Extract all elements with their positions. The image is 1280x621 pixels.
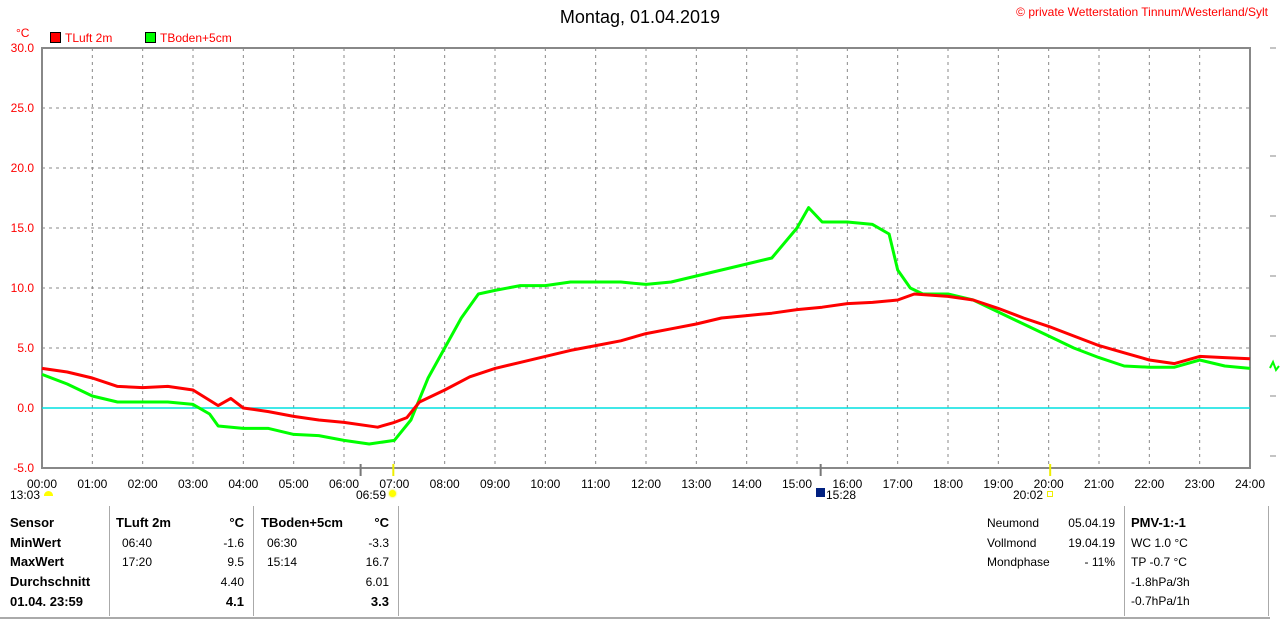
legend-label: TLuft 2m [65, 31, 113, 45]
x-tick-label: 16:00 [832, 477, 862, 491]
header-tboden-unit: °C [374, 515, 389, 530]
legend-swatch [50, 32, 61, 43]
cell-value: 16.7 [365, 555, 389, 569]
pmv-line: WC 1.0 °C [1131, 536, 1188, 550]
sunset-icon [1047, 491, 1053, 497]
moon-label: Vollmond [987, 536, 1037, 550]
x-tick-label: 14:00 [732, 477, 762, 491]
x-tick-label: 02:00 [128, 477, 158, 491]
header-tboden: TBoden+5cm [261, 515, 343, 530]
divider [109, 506, 110, 616]
bottom-border [0, 617, 1270, 619]
moonrise-time: 13:03 [10, 488, 41, 502]
moon-label: Mondphase [987, 555, 1050, 569]
cell-time: 15:14 [267, 555, 298, 569]
cell-value: -3.3 [368, 536, 389, 550]
divider [1268, 506, 1269, 616]
chart-title: Montag, 01.04.2019 [559, 7, 721, 27]
cell-value: 4.1 [225, 594, 244, 609]
y-tick-label: 15.0 [11, 221, 35, 235]
moonset-time: 15:28 [826, 488, 857, 502]
cell-value: 6.01 [365, 575, 389, 589]
plot-frame [41, 47, 1251, 469]
x-tick-label: 07:00 [379, 477, 409, 491]
x-tick-label: 05:00 [279, 477, 309, 491]
x-tick-label: 06:00 [329, 477, 359, 491]
series-line-tluft [41, 292, 1251, 429]
divider [1124, 506, 1125, 616]
y-tick-label: -5.0 [13, 461, 34, 475]
y-tick-label: 30.0 [11, 41, 35, 55]
cell-value: 4.40 [220, 575, 244, 589]
cell-value: 3.3 [370, 594, 389, 609]
y-tick-label: 20.0 [11, 161, 35, 175]
x-tick-label: 24:00 [1235, 477, 1265, 491]
row-label: MinWert [10, 535, 62, 550]
sunrise-icon [389, 490, 396, 497]
x-tick-label: 17:00 [883, 477, 913, 491]
cell-value: 9.5 [227, 555, 244, 569]
y-tick-label: 5.0 [17, 341, 34, 355]
moon-value: 05.04.19 [1068, 516, 1115, 530]
moon-value: 19.04.19 [1068, 536, 1115, 550]
x-tick-label: 13:00 [681, 477, 711, 491]
pmv-line: -1.8hPa/3h [1131, 575, 1190, 589]
pmv-line: TP -0.7 °C [1131, 555, 1187, 569]
x-tick-label: 08:00 [430, 477, 460, 491]
x-tick-label: 00:00 [27, 477, 57, 491]
series-line-tboden [41, 206, 1251, 446]
cell-time: 06:30 [267, 536, 298, 550]
header-sensor: Sensor [10, 515, 55, 530]
x-tick-label: 19:00 [983, 477, 1013, 491]
cell-time: 06:40 [122, 536, 153, 550]
cell-value: -1.6 [223, 536, 244, 550]
x-tick-label: 21:00 [1084, 477, 1114, 491]
right-edge-green-mark [1269, 359, 1280, 373]
y-tick-label: 10.0 [11, 281, 35, 295]
x-tick-label: 22:00 [1134, 477, 1164, 491]
x-tick-label: 03:00 [178, 477, 208, 491]
header-tluft: TLuft 2m [116, 515, 171, 530]
divider [253, 506, 254, 616]
legend-item-tboden: TBoden+5cm [145, 31, 232, 45]
x-tick-label: 10:00 [530, 477, 560, 491]
moonrise-icon [44, 491, 53, 496]
x-tick-label: 09:00 [480, 477, 510, 491]
y-tick-label: 25.0 [11, 101, 35, 115]
x-tick-label: 23:00 [1185, 477, 1215, 491]
row-label: 01.04. 23:59 [10, 594, 84, 609]
row-label: MaxWert [10, 554, 64, 569]
x-tick-label: 15:00 [782, 477, 812, 491]
sunrise-time: 06:59 [356, 488, 387, 502]
x-tick-label: 11:00 [581, 477, 610, 491]
x-tick-label: 01:00 [77, 477, 107, 491]
x-tick-label: 12:00 [631, 477, 661, 491]
legend-swatch [145, 32, 156, 43]
copyright: © private Wetterstation Tinnum/Westerlan… [1016, 5, 1268, 19]
cell-time: 17:20 [122, 555, 153, 569]
sunset-time: 20:02 [1013, 488, 1044, 502]
moon-value: - 11% [1084, 555, 1115, 569]
moonset-icon [816, 488, 825, 497]
pmv-title: PMV-1:-1 [1131, 515, 1186, 530]
temperature-chart: 00:00 01:00 02:00 03:00 04:00 05:00 06:00 07:00… [11, 41, 1280, 491]
y-axis-unit: °C [16, 26, 30, 40]
row-label: Durchschnitt [10, 574, 91, 589]
legend-label: TBoden+5cm [160, 31, 232, 45]
divider [398, 506, 399, 616]
x-tick-label: 04:00 [228, 477, 258, 491]
x-tick-label: 20:00 [1034, 477, 1064, 491]
legend-item-tluft: TLuft 2m [50, 31, 112, 45]
x-tick-label: 18:00 [933, 477, 963, 491]
pmv-line: -0.7hPa/1h [1131, 594, 1190, 608]
header-tluft-unit: °C [229, 515, 244, 530]
moon-label: Neumond [987, 516, 1040, 530]
y-tick-label: 0.0 [17, 401, 34, 415]
